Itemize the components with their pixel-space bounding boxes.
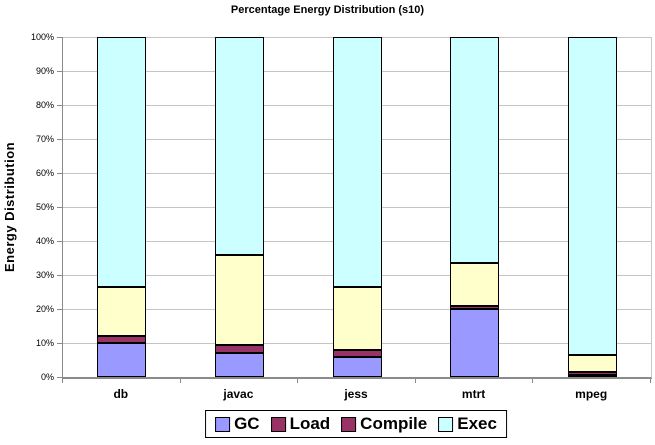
x-category-label-javac: javac xyxy=(223,387,254,401)
x-category-label-mpeg: mpeg xyxy=(575,387,608,401)
bar-javac-segment-load xyxy=(214,344,264,354)
x-axis-tick xyxy=(414,378,416,383)
legend-entry-compile: Compile xyxy=(341,415,427,433)
x-axis-tick xyxy=(650,378,651,383)
bar-jess-segment-gc xyxy=(332,356,382,377)
y-tick-label: 30% xyxy=(35,270,54,280)
plot-area xyxy=(62,37,652,379)
bar-javac-segment-exec xyxy=(214,37,264,255)
legend-label: Load xyxy=(289,414,331,433)
y-tick-label: 50% xyxy=(35,202,54,212)
bar-jess-segment-load xyxy=(332,349,382,357)
legend-swatch-load xyxy=(270,416,286,432)
legend-entry-gc: GC xyxy=(215,415,260,433)
bar-mtrt-segment-exec xyxy=(450,37,500,264)
y-axis-tick xyxy=(57,37,62,38)
bar-mpeg-segment-load xyxy=(567,371,617,376)
legend-label: Exec xyxy=(457,414,497,433)
x-category-label-mtrt: mtrt xyxy=(461,387,486,401)
legend: GC Load Compile Exec xyxy=(205,410,507,438)
y-tick-label: 20% xyxy=(35,304,54,314)
y-axis-tick xyxy=(57,275,62,276)
x-axis-tick xyxy=(179,378,181,383)
bar-javac-segment-compile xyxy=(214,254,264,345)
chart-title: Percentage Energy Distribution (s10) xyxy=(230,4,425,16)
x-axis-tick xyxy=(62,378,63,383)
y-tick-label: 0% xyxy=(40,372,54,382)
y-tick-label: 80% xyxy=(35,100,54,110)
y-axis-tick xyxy=(57,309,62,310)
legend-entry-load: Load xyxy=(270,414,331,433)
bar-db-segment-gc xyxy=(97,343,147,377)
x-axis-tick xyxy=(297,378,299,383)
y-axis-tick xyxy=(57,139,62,140)
y-tick-label: 10% xyxy=(35,338,54,348)
y-tick-label: 70% xyxy=(35,134,54,144)
x-axis-tick xyxy=(532,378,534,383)
y-axis-tick xyxy=(57,241,62,242)
bar-javac xyxy=(214,37,264,377)
legend-label: GC xyxy=(234,414,260,433)
bar-jess xyxy=(332,37,382,377)
bar-mtrt xyxy=(450,37,500,377)
bar-mtrt-segment-compile xyxy=(450,263,500,306)
bar-mpeg-segment-compile xyxy=(567,354,617,372)
bar-mpeg-segment-exec xyxy=(567,37,617,355)
legend-swatch-compile xyxy=(341,416,357,432)
y-axis-tick xyxy=(57,343,62,344)
bar-db-segment-load xyxy=(97,336,147,343)
bar-javac-segment-gc xyxy=(214,353,264,377)
y-tick-label: 40% xyxy=(35,236,54,246)
y-tick-label: 60% xyxy=(35,168,54,178)
y-tick-label: 90% xyxy=(35,66,54,76)
x-category-label-db: db xyxy=(113,387,129,401)
bar-db xyxy=(97,37,147,377)
y-axis-tick xyxy=(57,207,62,208)
bar-mtrt-segment-load xyxy=(450,305,500,309)
bar-jess-segment-compile xyxy=(332,286,382,350)
bar-mtrt-segment-gc xyxy=(450,309,500,377)
bar-mpeg xyxy=(567,37,617,377)
y-axis-tick xyxy=(57,105,62,106)
x-category-label-jess: jess xyxy=(344,387,368,401)
legend-label: Compile xyxy=(360,414,428,433)
bar-mpeg-segment-gc xyxy=(567,375,617,377)
y-axis-tick xyxy=(57,377,62,378)
y-axis-tick xyxy=(57,71,62,72)
legend-swatch-exec xyxy=(438,416,454,432)
bar-db-segment-exec xyxy=(97,37,147,287)
legend-entry-exec: Exec xyxy=(438,415,497,433)
y-tick-label: 100% xyxy=(30,32,54,42)
bar-db-segment-compile xyxy=(97,286,147,337)
legend-swatch-gc xyxy=(215,416,231,432)
y-axis-tick xyxy=(57,173,62,174)
bar-jess-segment-exec xyxy=(332,37,382,287)
